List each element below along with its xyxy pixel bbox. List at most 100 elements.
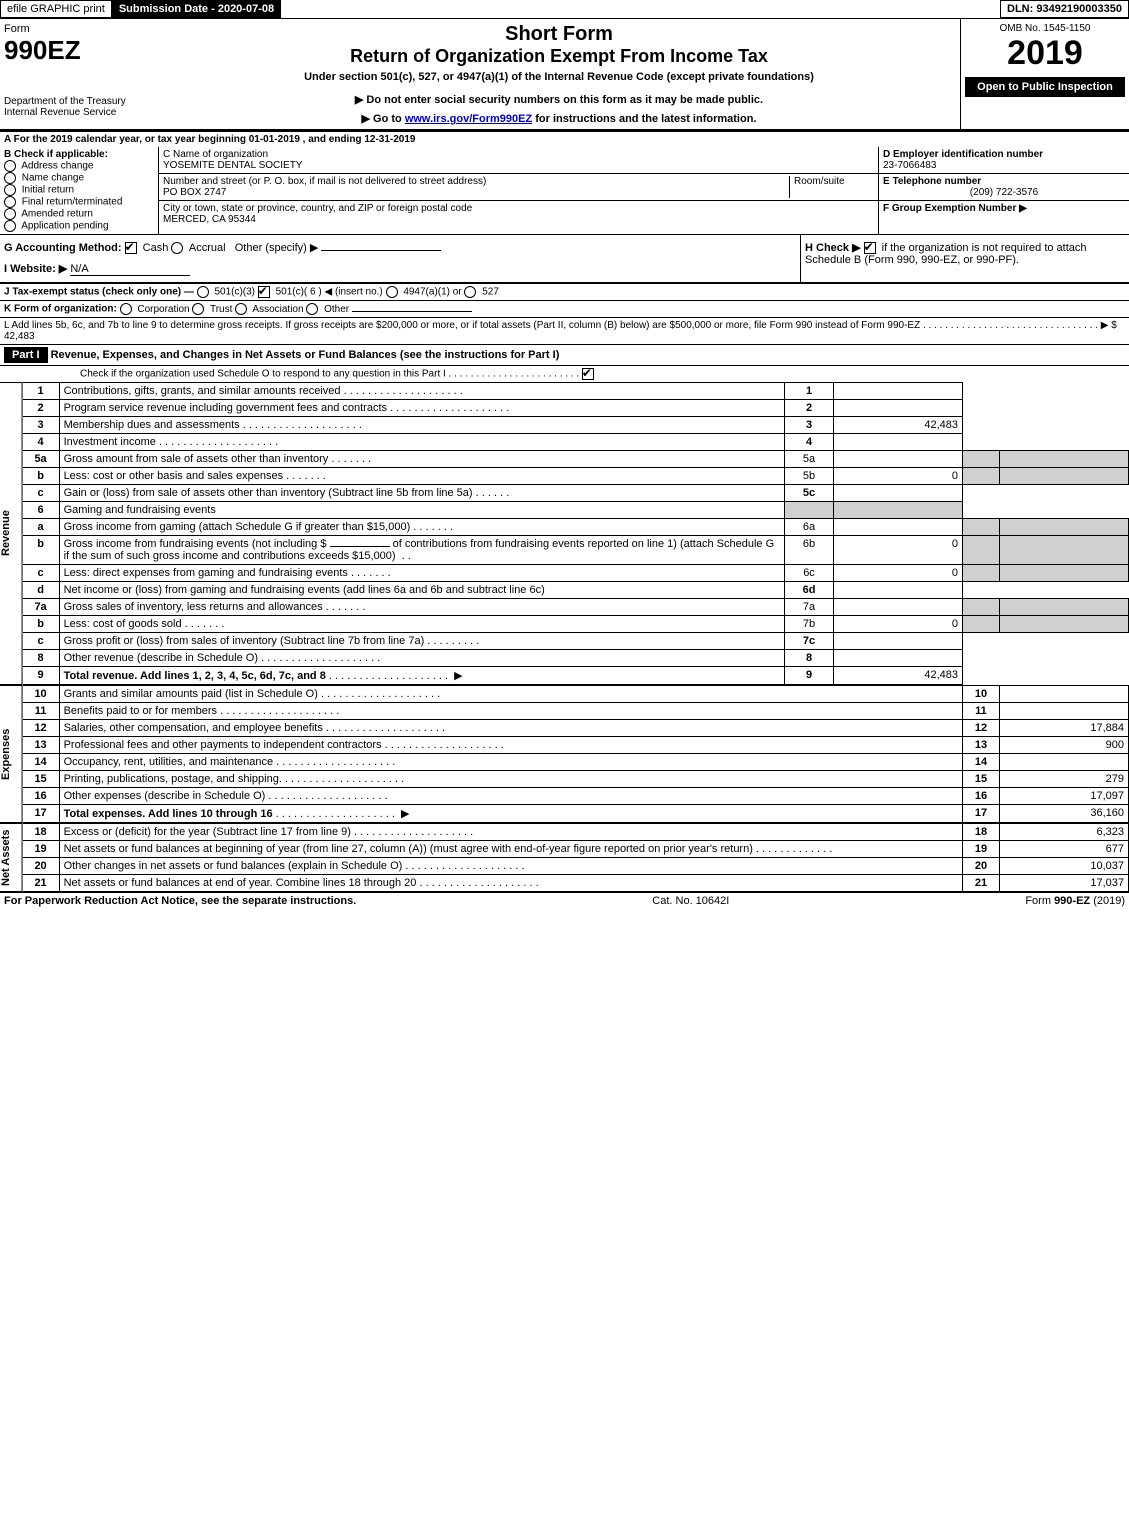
b-option: Final return/terminated: [4, 196, 154, 208]
j-label: J Tax-exempt status (check only one) —: [4, 287, 194, 298]
h-label: H Check ▶: [805, 242, 861, 254]
line-5c: cGain or (loss) from sale of assets othe…: [23, 485, 1129, 502]
revenue-vlabel: Revenue: [0, 382, 23, 685]
b-option-radio[interactable]: [4, 196, 16, 208]
b-option: Name change: [4, 172, 154, 184]
b-option: Initial return: [4, 184, 154, 196]
warn1: ▶ Do not enter social security numbers o…: [162, 93, 956, 106]
cash-label: Cash: [143, 242, 169, 254]
j-opt3: 4947(a)(1) or: [403, 287, 461, 298]
irs-link[interactable]: www.irs.gov/Form990EZ: [405, 113, 532, 125]
ein: 23-7066483: [883, 160, 936, 171]
b-option-radio[interactable]: [4, 208, 16, 220]
line-15: 15 Printing, publications, postage, and …: [23, 771, 1129, 788]
k-option-radio[interactable]: [235, 303, 247, 315]
l-value: 42,483: [4, 331, 35, 342]
city-label: City or town, state or province, country…: [163, 203, 472, 214]
b-option: Amended return: [4, 208, 154, 220]
b-option-radio[interactable]: [4, 172, 16, 184]
l-text: L Add lines 5b, 6c, and 7b to line 9 to …: [4, 320, 920, 331]
j-opt4-radio[interactable]: [464, 286, 476, 298]
omb: OMB No. 1545-1150: [965, 23, 1125, 34]
k-option-radio[interactable]: [120, 303, 132, 315]
submission-date: Submission Date - 2020-07-08: [112, 0, 281, 18]
other-label: Other (specify) ▶: [235, 242, 319, 254]
k-option: Other: [306, 304, 352, 315]
k-option-radio[interactable]: [306, 303, 318, 315]
accrual-label: Accrual: [189, 242, 226, 254]
irs-label: Internal Revenue Service: [4, 107, 154, 118]
footer-left: For Paperwork Reduction Act Notice, see …: [4, 895, 356, 907]
form-word: Form: [4, 23, 154, 35]
b-option-radio[interactable]: [4, 184, 16, 196]
accrual-radio[interactable]: [171, 242, 183, 254]
street-label: Number and street (or P. O. box, if mail…: [163, 176, 486, 187]
tax-year: 2019: [965, 34, 1125, 73]
footer-mid: Cat. No. 10642I: [652, 895, 729, 907]
line-18: 18 Excess or (deficit) for the year (Sub…: [23, 824, 1129, 841]
cash-checkbox[interactable]: [125, 242, 137, 254]
room-label: Room/suite: [794, 176, 845, 187]
line-21: 21 Net assets or fund balances at end of…: [23, 875, 1129, 892]
line-13: 13 Professional fees and other payments …: [23, 737, 1129, 754]
line-7b: b Less: cost of goods sold . . . . . . .…: [23, 616, 1129, 633]
phone: (209) 722-3576: [883, 187, 1125, 198]
part1-header: Part I Revenue, Expenses, and Changes in…: [0, 344, 1129, 365]
c-name-label: C Name of organization: [163, 149, 268, 160]
netassets-vlabel: Net Assets: [0, 823, 23, 892]
line-5b: b Less: cost or other basis and sales ex…: [23, 468, 1129, 485]
line-17: 17 Total expenses. Add lines 10 through …: [23, 805, 1129, 823]
efile-label: efile GRAPHIC print: [0, 0, 112, 18]
period-line: A For the 2019 calendar year, or tax yea…: [0, 131, 1129, 147]
info-grid: B Check if applicable: Address change Na…: [0, 147, 1129, 235]
line-9: 9 Total revenue. Add lines 1, 2, 3, 4, 5…: [23, 667, 1129, 685]
netassets-table: 18 Excess or (deficit) for the year (Sub…: [23, 823, 1129, 892]
b-option-radio[interactable]: [4, 160, 16, 172]
netassets-section: Net Assets 18 Excess or (deficit) for th…: [0, 823, 1129, 892]
f-label: F Group Exemption Number ▶: [883, 203, 1027, 214]
street: PO BOX 2747: [163, 187, 226, 198]
part1-heading: Revenue, Expenses, and Changes in Net As…: [51, 349, 560, 361]
line-2: 2 Program service revenue including gove…: [23, 400, 1129, 417]
j-opt1-radio[interactable]: [197, 286, 209, 298]
line-16: 16 Other expenses (describe in Schedule …: [23, 788, 1129, 805]
k-option: Corporation: [120, 304, 193, 315]
city: MERCED, CA 95344: [163, 214, 256, 225]
g-label: G Accounting Method:: [4, 242, 122, 254]
revenue-table: 1 Contributions, gifts, grants, and simi…: [23, 382, 1129, 685]
top-bar: efile GRAPHIC print Submission Date - 20…: [0, 0, 1129, 19]
return-title: Return of Organization Exempt From Incom…: [162, 46, 956, 67]
k-option: Association: [235, 304, 306, 315]
expenses-vlabel: Expenses: [0, 685, 23, 823]
line-19: 19Net assets or fund balances at beginni…: [23, 841, 1129, 858]
line-20: 20 Other changes in net assets or fund b…: [23, 858, 1129, 875]
subtitle: Under section 501(c), 527, or 4947(a)(1)…: [162, 71, 956, 83]
line-12: 12 Salaries, other compensation, and emp…: [23, 720, 1129, 737]
footer: For Paperwork Reduction Act Notice, see …: [0, 892, 1129, 909]
part1-checkbox[interactable]: [582, 368, 594, 380]
revenue-section: Revenue 1 Contributions, gifts, grants, …: [0, 382, 1129, 685]
website: N/A: [70, 263, 190, 276]
line-6b: bGross income from fundraising events (n…: [23, 536, 1129, 565]
k-option-radio[interactable]: [192, 303, 204, 315]
footer-right: Form 990-EZ (2019): [1025, 895, 1125, 907]
part1-check-line: Check if the organization used Schedule …: [0, 365, 1129, 382]
open-public: Open to Public Inspection: [965, 77, 1125, 97]
section-l: L Add lines 5b, 6c, and 7b to line 9 to …: [0, 317, 1129, 344]
h-checkbox[interactable]: [864, 242, 876, 254]
dln: DLN: 93492190003350: [1000, 0, 1129, 18]
section-b-label: B Check if applicable:: [4, 149, 154, 160]
b-option-radio[interactable]: [4, 220, 16, 232]
section-j: J Tax-exempt status (check only one) — 5…: [0, 283, 1129, 300]
line-7c: cGross profit or (loss) from sales of in…: [23, 633, 1129, 650]
line-6d: dNet income or (loss) from gaming and fu…: [23, 582, 1129, 599]
j-opt2-checkbox[interactable]: [258, 286, 270, 298]
line-14: 14 Occupancy, rent, utilities, and maint…: [23, 754, 1129, 771]
k-label: K Form of organization:: [4, 304, 117, 315]
short-form-title: Short Form: [162, 23, 956, 46]
dept-label: Department of the Treasury: [4, 96, 154, 107]
b-option: Application pending: [4, 220, 154, 232]
j-opt3-radio[interactable]: [386, 286, 398, 298]
d-label: D Employer identification number: [883, 149, 1043, 160]
j-opt2: 501(c)( 6 ) ◀ (insert no.): [276, 287, 383, 298]
